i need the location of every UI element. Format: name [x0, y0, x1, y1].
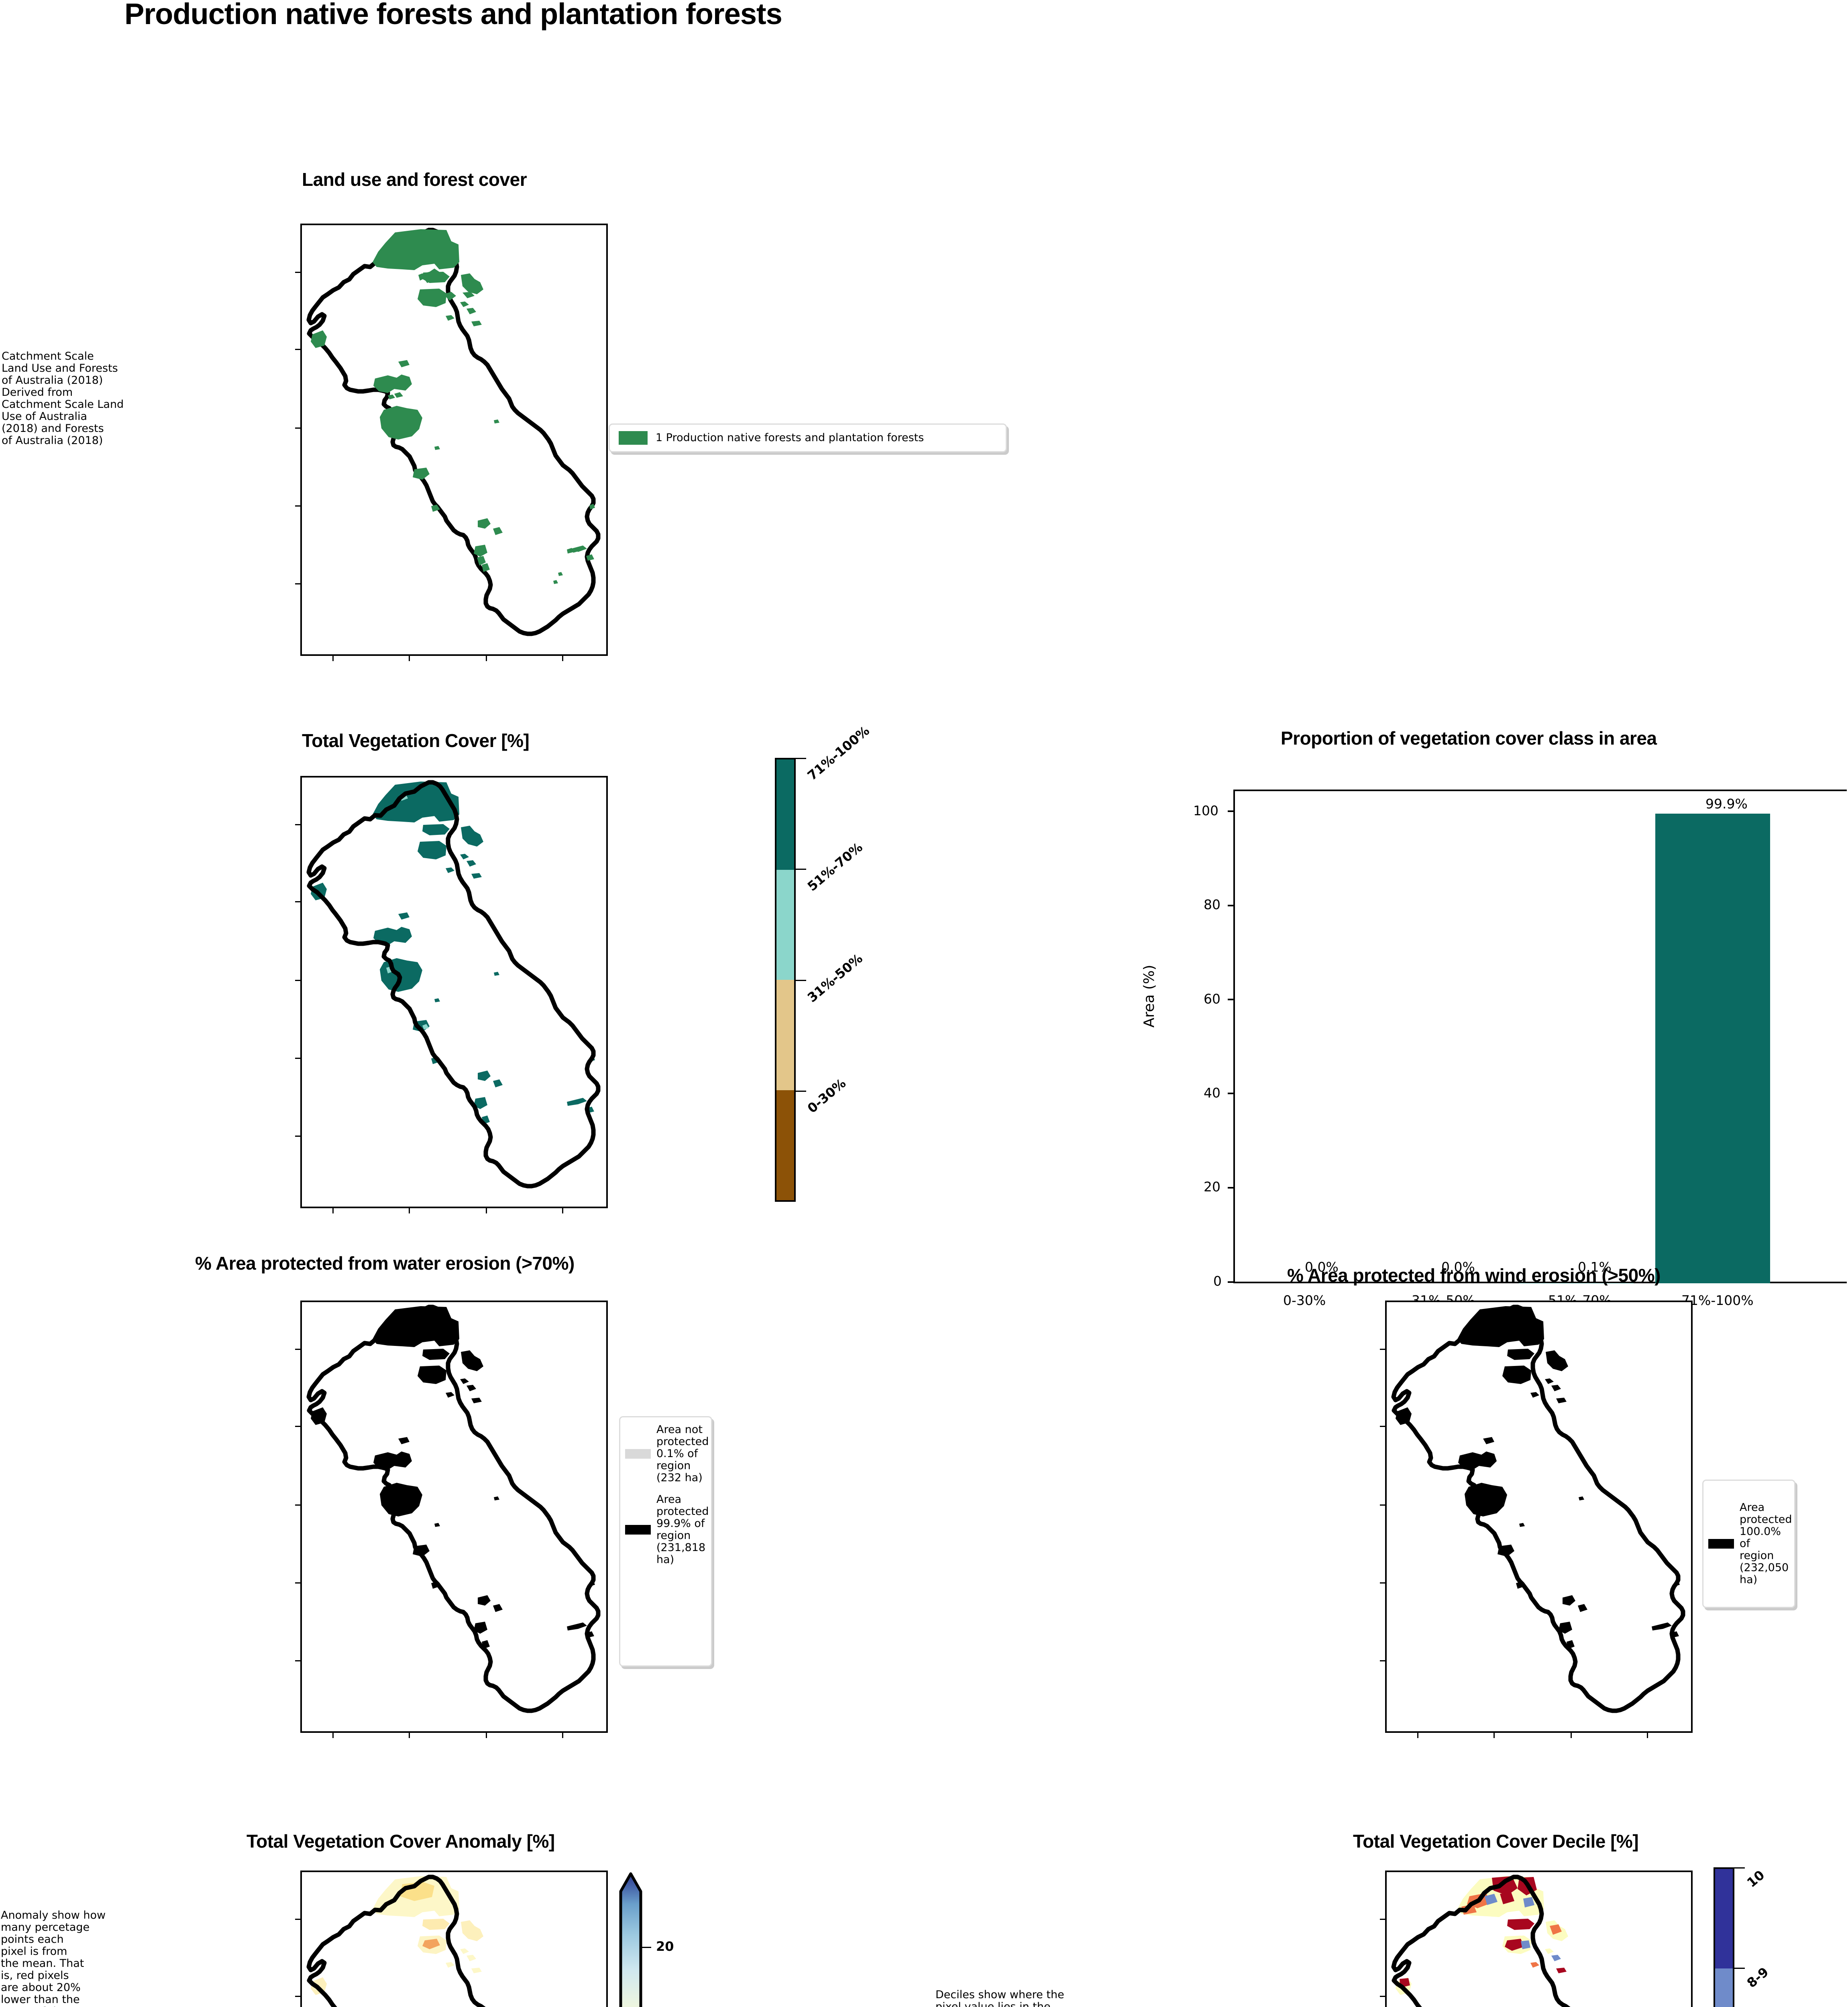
catchment-outline [306, 1305, 601, 1713]
colorbar-segment [776, 1090, 794, 1200]
bar-71-100[interactable] [1655, 814, 1770, 1283]
map-anomaly[interactable] [300, 1871, 608, 2007]
colorbar-label-31-50: 31%-50% [804, 951, 866, 1006]
chart-ytick-0: 0 [1213, 1273, 1222, 1289]
colorbar-veg-cover[interactable] [775, 758, 796, 1202]
chart-xtick-0-30: 0-30% [1283, 1293, 1326, 1308]
chart-title: Proportion of vegetation cover class in … [1281, 728, 1657, 749]
panel-title-anomaly: Total Vegetation Cover Anomaly [%] [247, 1831, 555, 1852]
legend-water-erosion[interactable]: Area not protected 0.1% of region (232 h… [619, 1416, 712, 1667]
colorbar-decile-label-8-9: 8-9 [1744, 1964, 1772, 1991]
chart-ytick-40: 40 [1204, 1085, 1220, 1101]
chart-ytick-80: 80 [1204, 897, 1220, 912]
decile-patches [1396, 1876, 1568, 1995]
map-land-use[interactable] [300, 224, 608, 656]
forest-cover-patches [311, 229, 595, 584]
chart-ytick-20: 20 [1204, 1179, 1220, 1195]
panel-title-water-erosion: % Area protected from water erosion (>70… [195, 1253, 575, 1274]
colorbar-label-0-30: 0-30% [804, 1075, 849, 1116]
colorbar-segment [776, 759, 794, 870]
colorbar-label-51-70: 51%-70% [804, 839, 866, 894]
chart-y-axis: 100 80 60 40 20 0 Area (%) [1141, 723, 1847, 1289]
panel-title-land-use: Land use and forest cover [302, 169, 527, 190]
panel-title-wind-erosion: % Area protected from wind erosion (>50%… [1287, 1265, 1661, 1286]
colorbar-anomaly-svg [619, 1872, 642, 2007]
veg-cover-patches [311, 782, 595, 1124]
map-veg-cover-svg [306, 780, 601, 1189]
colorbar-segment-10 [1715, 1869, 1733, 1969]
catchment-outline [1391, 1305, 1685, 1713]
map-decile-svg [1391, 1875, 1571, 2007]
colorbar-anomaly-tick-20: 20 [656, 1939, 674, 1954]
panel-title-decile: Total Vegetation Cover Decile [%] [1353, 1831, 1639, 1852]
chart-ytick-60: 60 [1204, 991, 1220, 1007]
map-wind-erosion[interactable] [1385, 1301, 1693, 1733]
colorbar-segment-8-9 [1715, 1968, 1733, 2007]
bar-value-51-70: 0.1% [1578, 1259, 1612, 1275]
chart-bars [1235, 790, 1847, 1283]
colorbar-decile-label-10: 10 [1744, 1867, 1768, 1891]
land-use-source-note: Catchment Scale Land Use and Forests of … [2, 350, 124, 447]
page-title: Production native forests and plantation… [124, 0, 782, 31]
bar-value-31-50: 0.0% [1441, 1259, 1475, 1275]
panel-title-veg-cover: Total Vegetation Cover [%] [302, 730, 530, 751]
map-anomaly-svg [306, 1875, 486, 2007]
legend-label-production-forests: 1 Production native forests and plantati… [656, 432, 924, 444]
legend-item: 1 Production native forests and plantati… [610, 425, 1006, 451]
colorbar-decile-labels: 10 8-9 4-7 2-3 1 [1714, 1867, 1846, 2007]
decile-note: Deciles show where the pixel value lies … [935, 1989, 1064, 2007]
chart-ytick-100: 100 [1193, 803, 1218, 818]
legend-item-not-protected: Area not protected 0.1% of region (232 h… [620, 1424, 711, 1484]
legend-swatch-area-not-protected [625, 1449, 651, 1459]
legend-swatch-area-protected [625, 1525, 651, 1535]
anomaly-patches [311, 1876, 483, 1995]
chart-xtick-71-100: 71%-100% [1681, 1293, 1754, 1308]
bar-chart-panel: Proportion of vegetation cover class in … [1141, 723, 1847, 1332]
map-water-erosion[interactable] [300, 1301, 608, 1733]
colorbar-anomaly[interactable] [617, 1871, 644, 2007]
map-veg-cover[interactable] [300, 776, 608, 1208]
legend-wind-erosion[interactable]: Area protected 100.0% of region (232,050… [1702, 1480, 1795, 1608]
legend-item-protected: Area protected 99.9% of region (231,818 … [620, 1494, 711, 1566]
legend-land-use[interactable]: 1 Production native forests and plantati… [609, 423, 1007, 452]
chart-ylabel: Area (%) [1141, 965, 1157, 1028]
legend-swatch-production-forests [619, 431, 648, 445]
colorbar-veg-cover-labels: 71%-100% 51%-70% 31%-50% 0-30% [775, 723, 935, 1202]
catchment-outline [306, 228, 601, 636]
anomaly-note: Anomaly show how many percetage points e… [1, 1909, 106, 2007]
colorbar-decile[interactable] [1714, 1867, 1734, 2007]
catchment-outline [306, 780, 601, 1189]
bar-value-0-30: 0.0% [1305, 1259, 1339, 1275]
legend-label-area-protected: Area protected 99.9% of region (231,818 … [656, 1493, 709, 1566]
legend-label-area-protected: Area protected 100.0% of region (232,050… [1740, 1501, 1792, 1586]
map-wind-erosion-svg [1391, 1305, 1685, 1713]
colorbar-segment [776, 980, 794, 1090]
map-decile[interactable] [1385, 1871, 1693, 2007]
legend-item-protected: Area protected 100.0% of region (232,050… [1703, 1487, 1794, 1600]
legend-label-area-not-protected: Area not protected 0.1% of region (232 h… [656, 1423, 709, 1484]
bar-value-71-100: 99.9% [1705, 796, 1748, 812]
map-land-use-svg [306, 228, 601, 636]
colorbar-segment [776, 869, 794, 980]
legend-swatch-area-protected [1708, 1539, 1734, 1549]
colorbar-label-71-100: 71%-100% [804, 723, 872, 784]
map-water-erosion-svg [306, 1305, 601, 1713]
colorbar-anomaly-labels: 20 10 0 −10 −20 [617, 1871, 746, 2007]
